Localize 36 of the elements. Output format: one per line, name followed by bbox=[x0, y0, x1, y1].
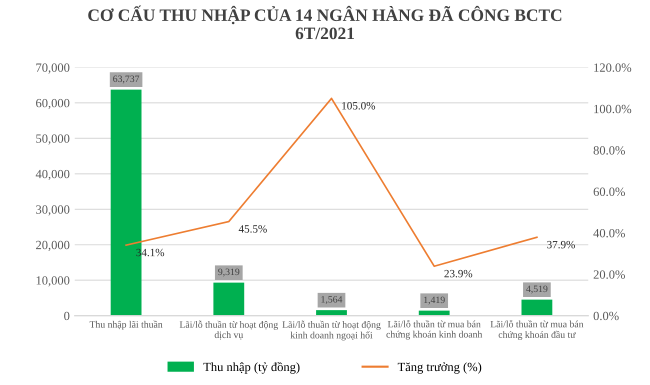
x-tick-label: Lãi/lỗ thuần từ mua bán chứng khoán kinh doanh bbox=[386, 320, 482, 340]
y-tick-label: 60,000 bbox=[36, 98, 70, 110]
data-label: 37.9% bbox=[547, 240, 575, 248]
data-label: 9,319 bbox=[218, 268, 240, 277]
y-tick-label: 20,000 bbox=[36, 240, 70, 252]
bar bbox=[213, 282, 244, 316]
data-label: 105.0% bbox=[342, 102, 376, 110]
y-tick-label: 10,000 bbox=[36, 276, 70, 286]
data-label: 4,519 bbox=[526, 286, 548, 294]
line-series bbox=[125, 98, 538, 268]
y-tick-label: 30,000 bbox=[36, 205, 70, 216]
legend-label: Thu nhập (tỷ đồng) bbox=[203, 362, 300, 374]
x-tick-label: Lãi/lỗ thuần từ hoạt động dịch vụ bbox=[180, 320, 278, 340]
data-label: 45.5% bbox=[238, 225, 267, 233]
y-tick-label: 50,000 bbox=[36, 134, 70, 145]
x-tick-label: Thu nhập lãi thuần bbox=[90, 320, 163, 330]
chart-title: CƠ CẤU THU NHẬP CỦA 14 NGÂN HÀNG ĐÃ CÔNG BCTC 6T/2021 bbox=[88, 5, 562, 40]
x-tick-label: Lãi/lỗ thuần từ hoạt động kinh doanh ngoại hối bbox=[282, 320, 381, 340]
data-label: 23.9% bbox=[444, 270, 472, 278]
y2-tick-label: 100.0% bbox=[594, 104, 632, 114]
y2-tick-label: 120.0% bbox=[594, 63, 632, 72]
bar bbox=[316, 310, 347, 316]
y2-tick-label: 20.0% bbox=[594, 270, 625, 279]
data-label: 1,419 bbox=[424, 296, 445, 305]
y-tick-label: 40,000 bbox=[36, 170, 70, 180]
y2-tick-label: 60.0% bbox=[594, 188, 625, 196]
data-label: 63,737 bbox=[113, 76, 140, 84]
data-label: 1,564 bbox=[321, 296, 342, 304]
legend-label: Tăng trưởng (%) bbox=[398, 362, 482, 374]
bar bbox=[521, 300, 552, 316]
y-tick-label: 0 bbox=[64, 312, 70, 320]
y2-tick-label: 80.0% bbox=[594, 146, 625, 155]
y-tick-label: 70,000 bbox=[36, 63, 70, 74]
y2-tick-label: 0.0% bbox=[594, 312, 619, 320]
x-tick-label: Lãi/lỗ thuần từ mua bán chứng khoán đầu tư bbox=[490, 320, 584, 340]
y2-tick-label: 40.0% bbox=[593, 228, 625, 238]
